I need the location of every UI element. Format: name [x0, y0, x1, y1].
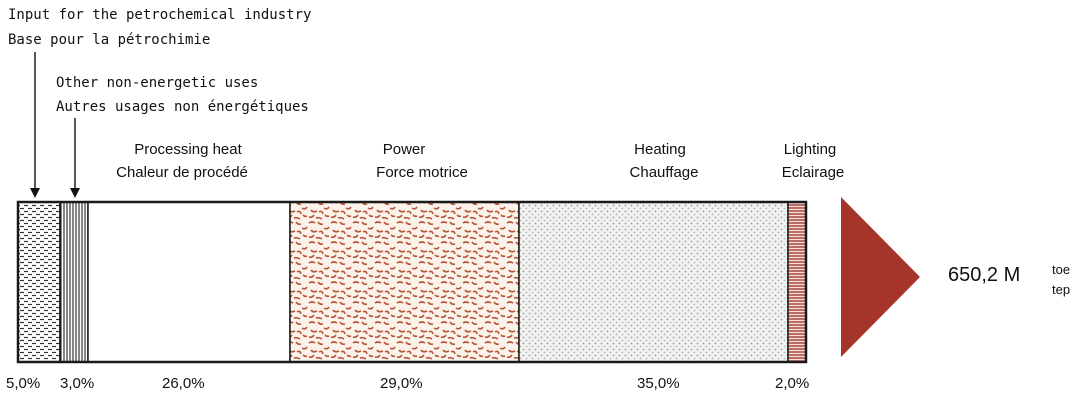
annotation-petrochem-en: Input for the petrochemical industry [8, 7, 312, 23]
arrow-petrochem-icon [30, 188, 40, 198]
segment-petrochemical [17, 201, 61, 363]
segment-processing-heat [87, 201, 291, 363]
percent-petrochemical: 5,0% [6, 375, 41, 392]
percent-heating: 35,0% [637, 375, 680, 392]
annotation-nonenergetic-fr: Autres usages non énergétiques [56, 99, 309, 115]
segment-lighting [787, 201, 807, 363]
bar-outline [16, 200, 808, 364]
arrow-nonenergetic-icon [70, 188, 80, 198]
percent-processing-heat: 26,0% [162, 375, 205, 392]
segment-non-energetic [59, 201, 89, 363]
annotation-nonenergetic-en: Other non-energetic uses [56, 75, 259, 91]
segment-heating [518, 201, 789, 363]
percent-lighting: 2,0% [775, 375, 810, 392]
annotation-petrochem-fr: Base pour la pétrochimie [8, 32, 211, 48]
label-lighting-fr: Eclairage [781, 164, 845, 181]
percent-non-energetic: 3,0% [60, 375, 95, 392]
total-unit-fr: tep [1052, 282, 1071, 297]
label-heating-fr: Chauffage [629, 164, 699, 181]
label-processing-heat-fr: Chaleur de procédé [116, 164, 248, 181]
label-lighting-en: Lighting [783, 141, 837, 158]
total-arrow-icon [841, 197, 920, 357]
label-processing-heat-en: Processing heat [134, 141, 242, 158]
total-unit-en: toe [1052, 262, 1071, 277]
percent-power: 29,0% [380, 375, 423, 392]
label-power-en: Power [382, 141, 426, 158]
label-heating-en: Heating [634, 141, 686, 158]
segment-power [289, 201, 520, 363]
total-value: 650,2 M [948, 264, 1021, 286]
label-power-fr: Force motrice [376, 164, 468, 181]
